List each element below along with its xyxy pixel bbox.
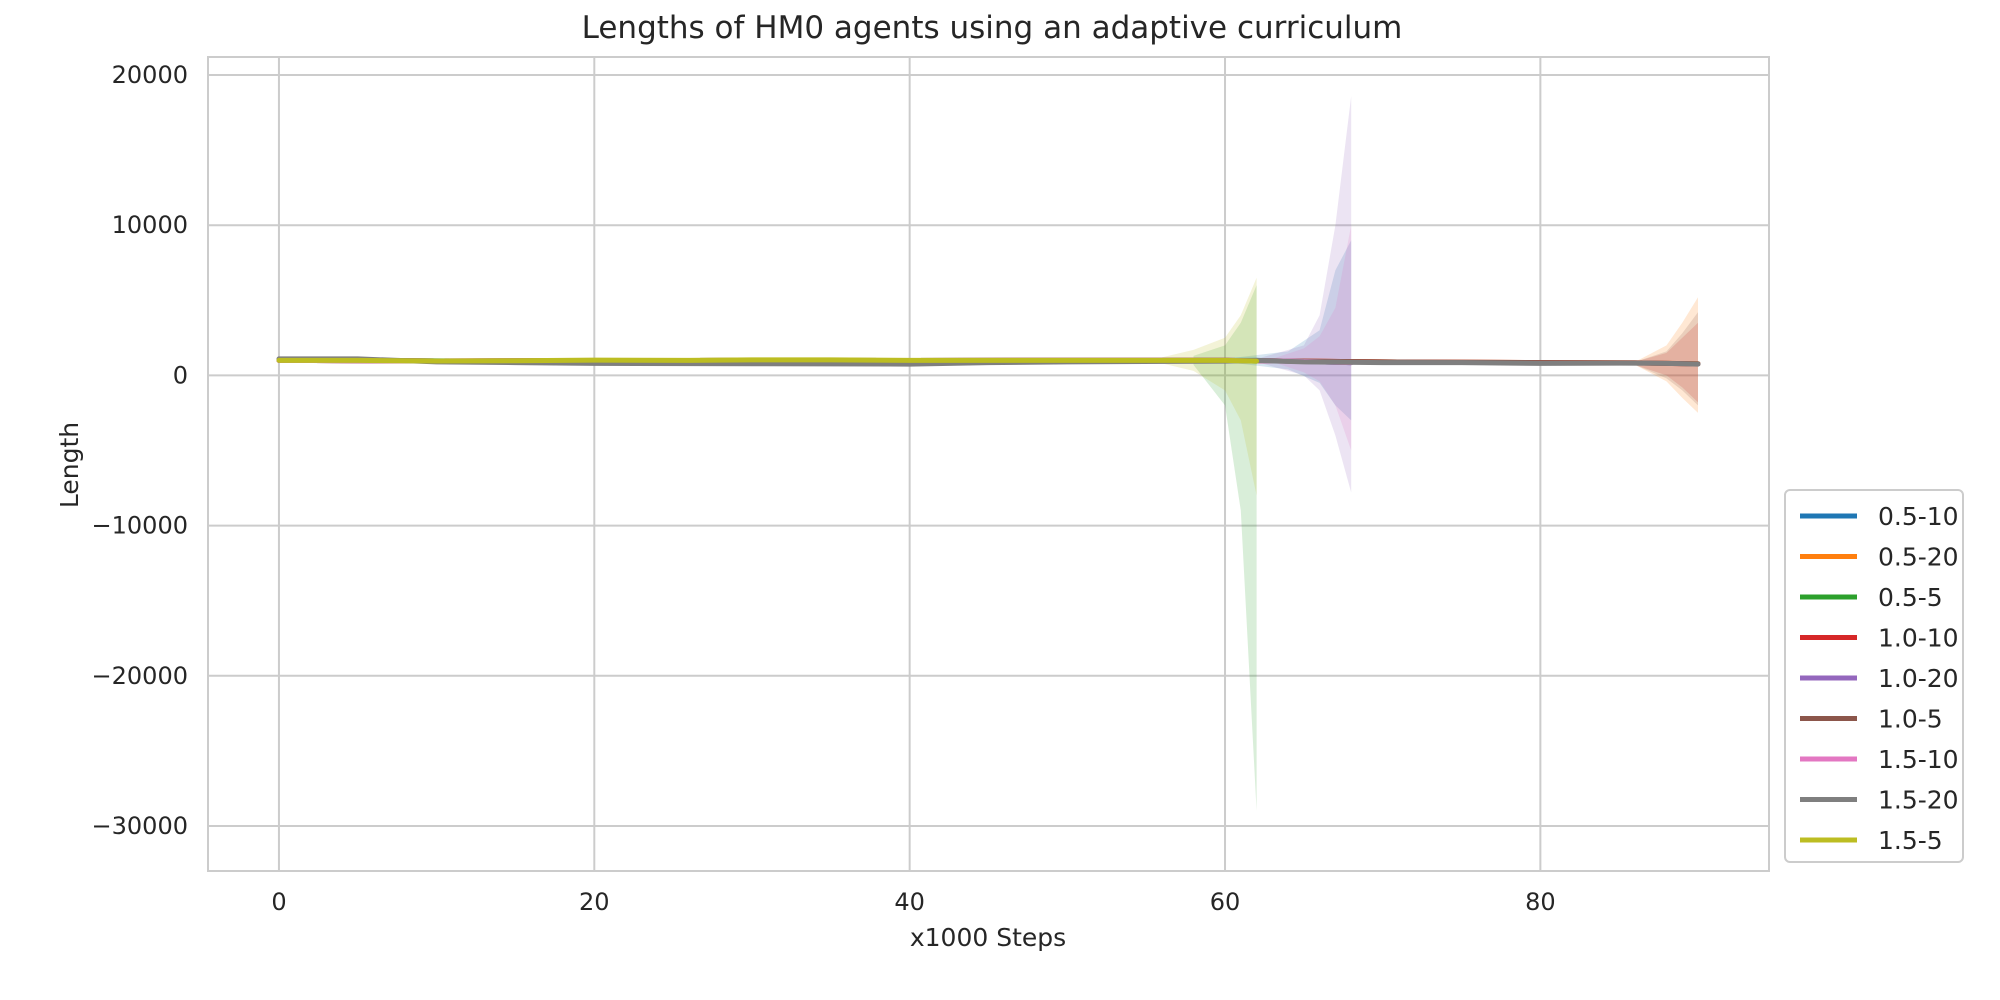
x-tick-label: 0 bbox=[271, 888, 286, 916]
band-1.5-5 bbox=[1161, 277, 1257, 496]
legend-frame bbox=[1784, 489, 1964, 863]
x-tick-label: 80 bbox=[1525, 888, 1556, 916]
series-lines bbox=[276, 356, 1701, 367]
legend-label: 1.0-10 bbox=[1878, 624, 1959, 653]
plot-frame bbox=[207, 56, 1770, 872]
series-line-1.5-5 bbox=[276, 357, 1260, 364]
legend-label: 1.0-20 bbox=[1878, 664, 1959, 693]
legend: 0.5-10 0.5-20 0.5-5 1.0-10 1.0-20 1.0-5 1.5-10… bbox=[1784, 489, 1964, 863]
x-axis-label: x1000 Steps bbox=[910, 923, 1066, 952]
y-tick-label: 10000 bbox=[112, 211, 188, 239]
confidence-bands bbox=[1161, 96, 1698, 811]
band-1.5-10 bbox=[1272, 225, 1352, 451]
legend-label: 0.5-10 bbox=[1878, 502, 1959, 531]
y-tick-label: 0 bbox=[173, 361, 188, 389]
y-tick-label: 20000 bbox=[112, 61, 188, 89]
y-axis-label: Length bbox=[55, 422, 84, 508]
x-tick-labels: 0 20 40 60 80 bbox=[271, 888, 1555, 916]
legend-label: 0.5-20 bbox=[1878, 543, 1959, 572]
x-tick-label: 60 bbox=[1210, 888, 1241, 916]
legend-label: 1.5-20 bbox=[1878, 786, 1959, 815]
legend-label: 1.0-5 bbox=[1878, 705, 1943, 734]
band-1.0-5 bbox=[1635, 312, 1698, 406]
y-tick-labels: −30000 −20000 −10000 0 10000 20000 bbox=[92, 61, 188, 840]
chart-title: Lengths of HM0 agents using an adaptive … bbox=[582, 10, 1403, 46]
y-tick-label: −10000 bbox=[92, 512, 188, 540]
y-tick-label: −30000 bbox=[92, 812, 188, 840]
band-0.5-20 bbox=[1635, 297, 1698, 413]
band-1.0-20 bbox=[1256, 96, 1352, 493]
band-0.5-5 bbox=[1193, 285, 1257, 811]
legend-label: 0.5-5 bbox=[1878, 583, 1943, 612]
legend-label: 1.5-10 bbox=[1878, 745, 1959, 774]
x-tick-label: 20 bbox=[579, 888, 610, 916]
y-tick-label: −20000 bbox=[92, 662, 188, 690]
band-0.5-10 bbox=[1225, 240, 1352, 421]
grid bbox=[208, 57, 1769, 871]
x-tick-label: 40 bbox=[894, 888, 925, 916]
legend-label: 1.5-5 bbox=[1878, 826, 1943, 855]
